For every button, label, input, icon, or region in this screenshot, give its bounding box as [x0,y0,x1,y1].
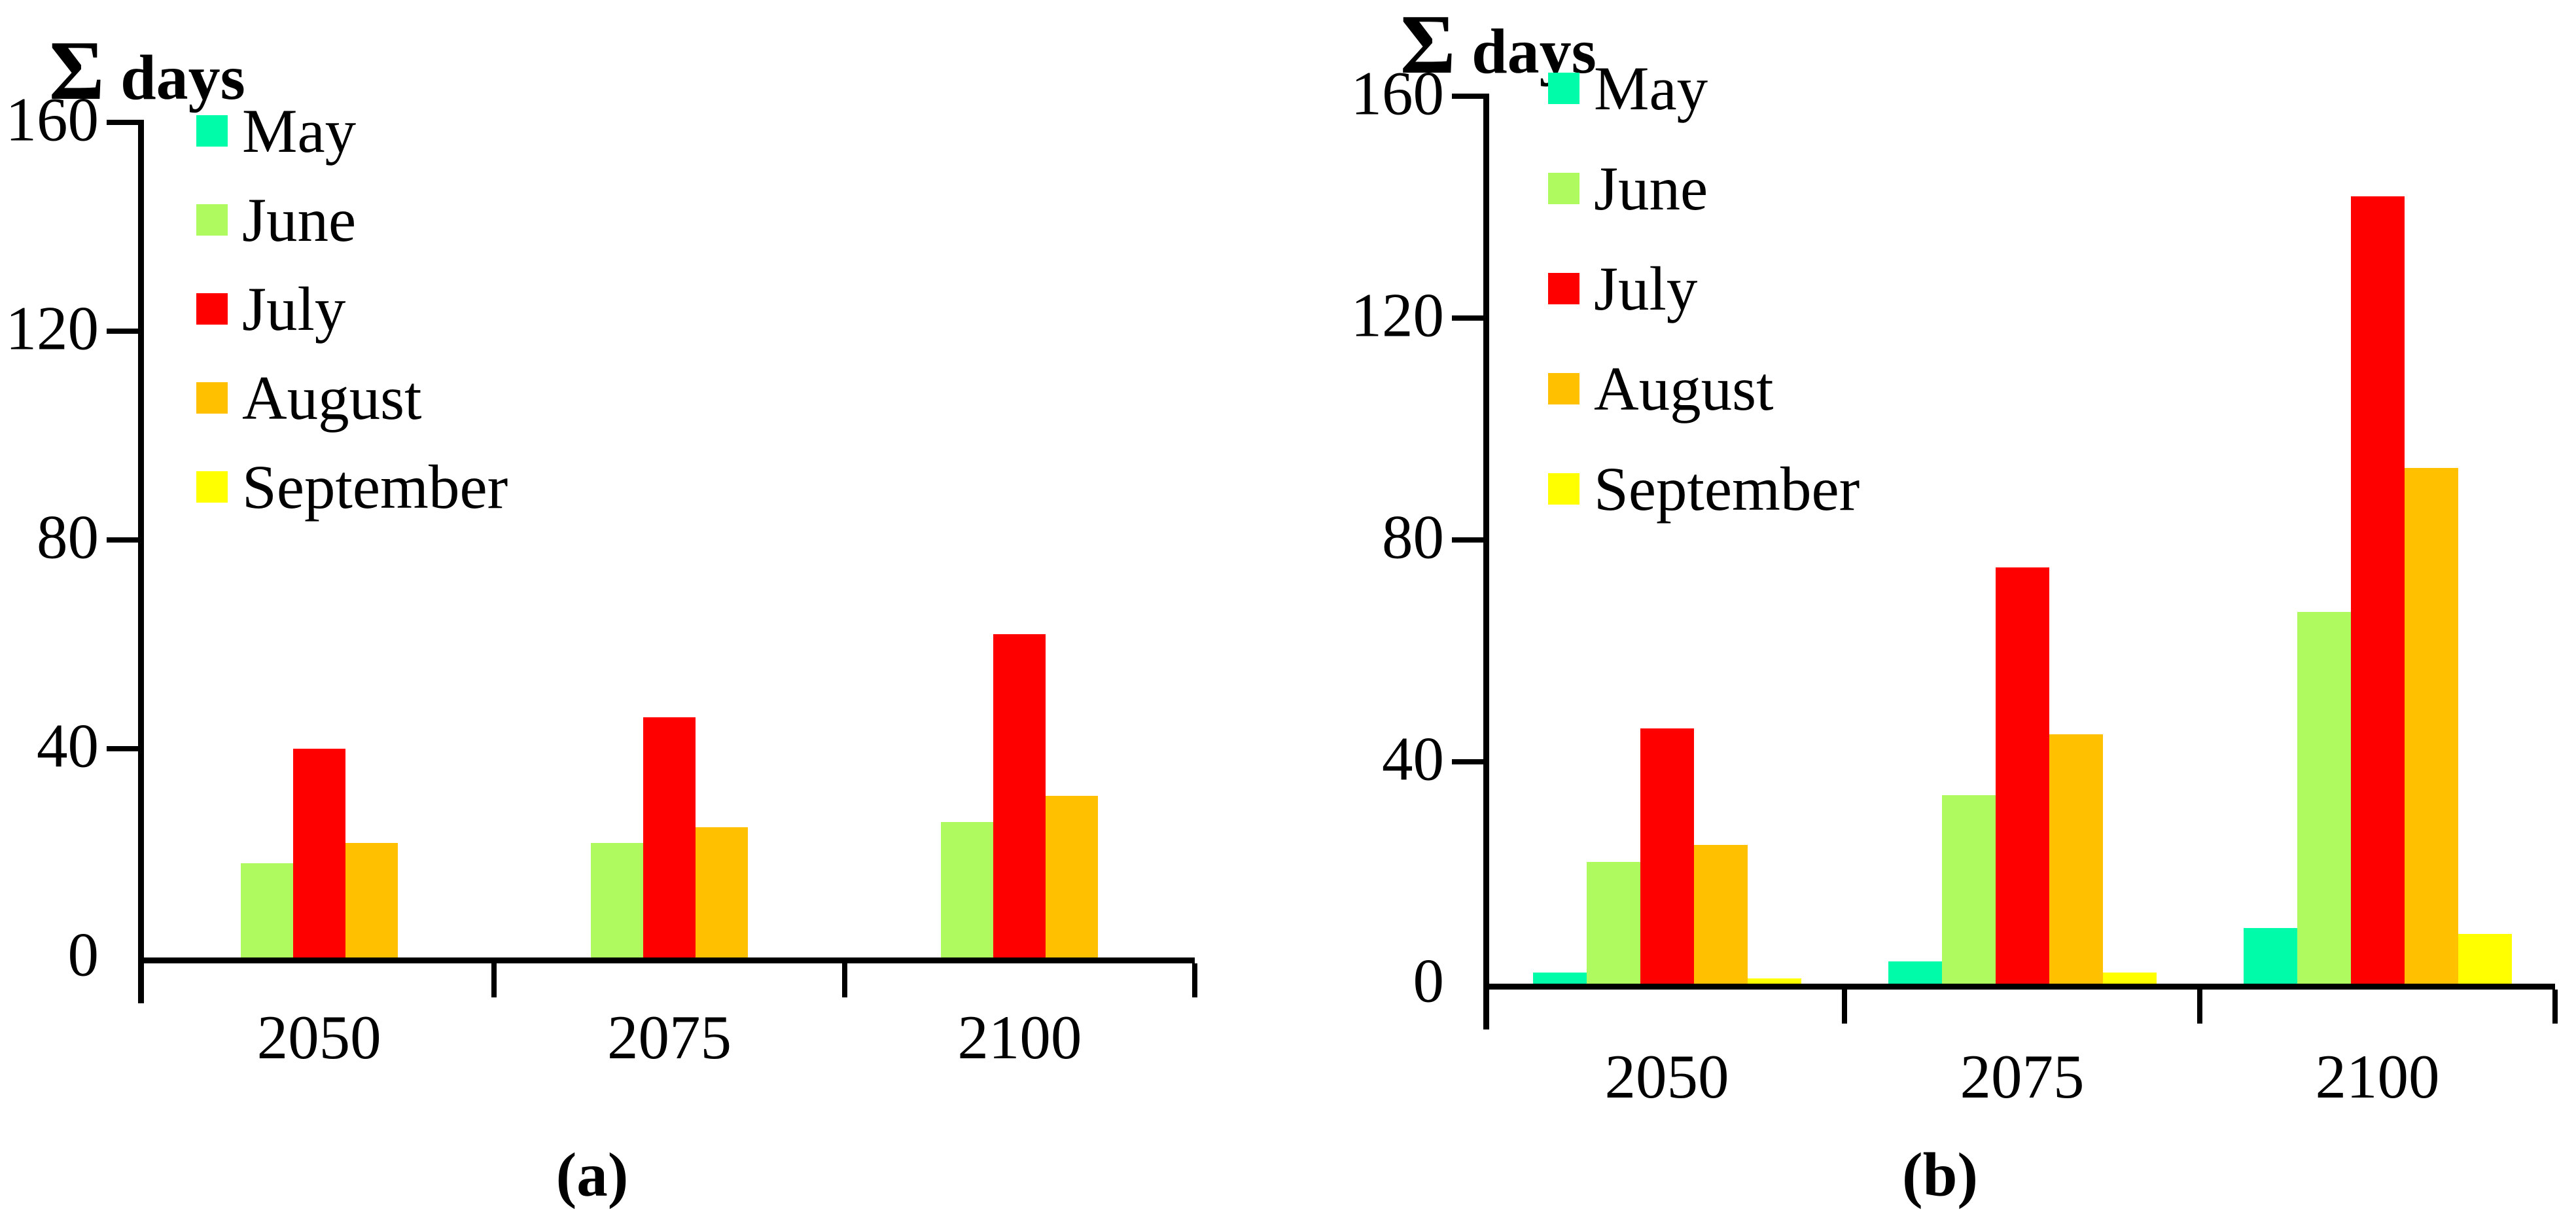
august-swatch-icon [196,382,228,414]
legend-label: September [242,452,508,522]
legend-label: July [242,274,346,344]
y-tick [1452,759,1483,764]
y-tick-label: 120 [1350,280,1445,350]
panel-caption-b: (b) [1901,1140,1979,1209]
bar-june-2050 [1586,861,1640,984]
y-tick-label: 40 [37,711,99,781]
bar-july-2075 [643,717,696,957]
bar-august-2075 [2049,734,2103,984]
panel-caption-a: (a) [556,1140,629,1209]
legend-item-june: June [1548,156,1708,221]
legend-item-may: May [1548,56,1708,121]
legend-item-may: May [196,98,356,164]
bar-august-2050 [345,842,398,957]
y-tick-label: 0 [67,920,99,990]
bar-may-2050 [1532,973,1587,984]
x-tick [2197,990,2202,1024]
legend-item-september: September [1548,456,1860,522]
x-axis-line [138,957,1195,963]
bar-june-2075 [1941,795,1996,984]
bar-september-2075 [2102,973,2157,984]
y-tick-label: 120 [5,293,99,363]
legend-item-august: August [196,365,421,431]
x-tick-label: 2100 [957,1003,1082,1072]
bar-july-2050 [292,749,345,957]
bar-july-2050 [1640,728,1694,984]
bar-june-2100 [2297,612,2351,984]
bar-may-2100 [2243,928,2297,984]
y-tick [1452,537,1483,543]
legend-label: July [1594,253,1698,323]
legend-label: August [242,363,422,433]
september-swatch-icon [1548,473,1579,505]
legend-item-june: June [196,187,356,253]
x-tick [1192,963,1197,997]
legend-label: May [242,96,357,166]
september-swatch-icon [196,471,228,503]
legend-item-july: July [1548,256,1697,321]
bar-may-2075 [1888,961,1942,984]
legend-label: September [1594,454,1860,524]
x-tick-label: 2075 [607,1003,732,1072]
y-tick-label: 80 [1382,502,1444,572]
y-tick [107,329,138,334]
y-tick-label: 160 [1350,58,1445,128]
x-tick [2552,990,2558,1024]
x-tick-label: 2050 [1604,1042,1729,1111]
bar-june-2075 [591,842,643,957]
y-tick [1452,94,1483,99]
y-tick-label: 160 [5,84,99,154]
legend-item-july: July [196,276,345,342]
may-swatch-icon [196,115,228,147]
legend-label: June [1594,153,1708,223]
x-tick-label: 2075 [1960,1042,2085,1111]
bar-june-2050 [240,863,293,957]
y-tick [107,537,138,543]
y-axis-title: Σ days [1400,0,1597,91]
x-tick [1842,990,1847,1024]
july-swatch-icon [1548,273,1579,304]
y-tick-label: 40 [1382,724,1444,794]
bar-july-2100 [993,634,1046,957]
y-axis-line [138,120,144,1003]
y-tick [107,746,138,751]
august-swatch-icon [1548,373,1579,404]
bar-september-2050 [1747,978,1801,984]
june-swatch-icon [1548,173,1579,204]
bar-august-2100 [1046,795,1099,957]
legend-item-september: September [196,454,508,520]
x-tick-label: 2050 [256,1003,381,1072]
x-tick [841,963,847,997]
july-swatch-icon [196,293,228,325]
bar-august-2100 [2404,467,2458,984]
x-tick [491,963,497,997]
bar-august-2075 [696,827,748,957]
bar-september-2100 [2458,933,2512,984]
bar-june-2100 [941,821,994,957]
legend-item-august: August [1548,356,1773,421]
y-axis-line [1483,94,1489,1029]
may-swatch-icon [1548,73,1579,104]
y-axis-title: Σ days [49,24,245,117]
legend-label: June [242,185,357,255]
y-tick [1452,315,1483,321]
x-axis-line [1483,984,2555,990]
y-tick [107,120,138,125]
bar-august-2050 [1693,845,1748,984]
legend-label: August [1594,353,1774,423]
bar-july-2075 [1995,567,2049,984]
june-swatch-icon [196,204,228,236]
y-tick-label: 0 [1413,946,1445,1016]
bar-july-2100 [2350,196,2405,984]
x-tick-label: 2100 [2315,1042,2440,1111]
y-tick-label: 80 [37,502,99,572]
legend-label: May [1594,53,1708,123]
